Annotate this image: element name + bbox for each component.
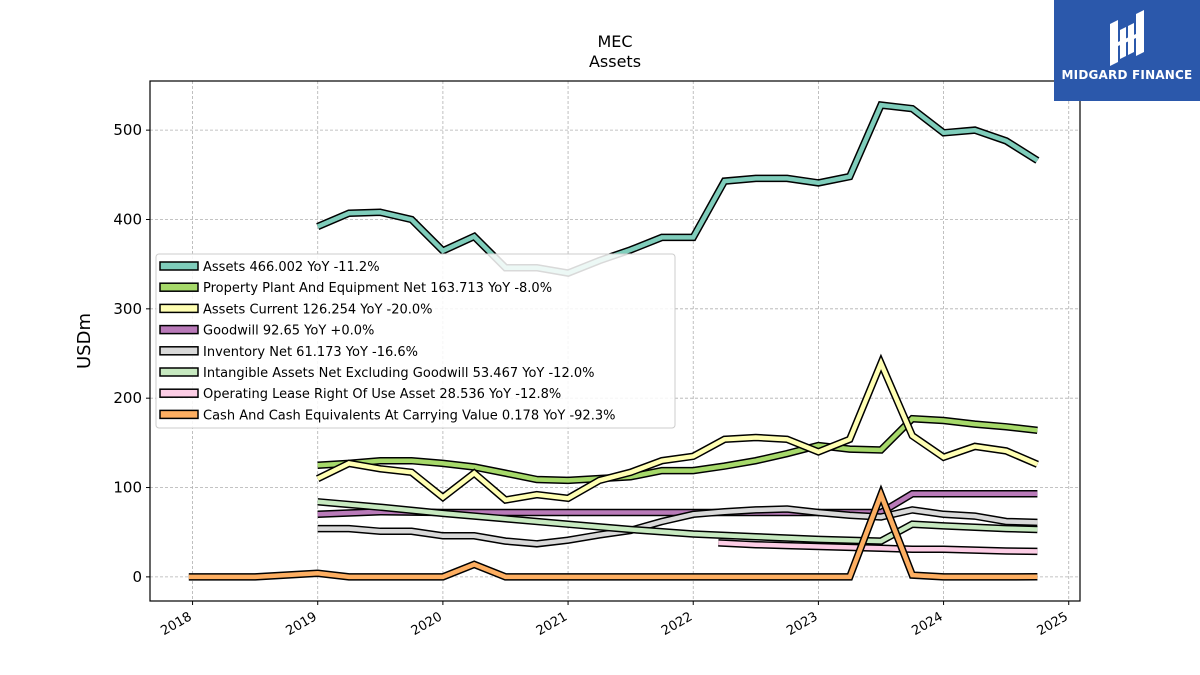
y-tick-label: 100 — [113, 479, 142, 497]
legend: Assets 466.002 YoY -11.2% Property Plant … — [155, 253, 676, 429]
legend-swatch — [159, 324, 199, 335]
legend-swatch — [159, 367, 199, 377]
series-line-7 — [188, 484, 1038, 581]
chart-subtitle: Assets — [588, 52, 642, 71]
y-tick-label: 500 — [113, 121, 142, 139]
series-fill — [188, 488, 1038, 580]
series-fill — [316, 357, 1039, 503]
midgard-finance-logo: MIDGARD FINANCE — [1054, 0, 1200, 101]
legend-swatch — [159, 303, 199, 314]
x-tick-label: 2022 — [659, 609, 695, 639]
x-tick-label: 2019 — [284, 609, 320, 639]
series-fill — [317, 499, 1038, 544]
legend-swatch — [159, 261, 199, 271]
logo-mark-icon — [1110, 10, 1144, 66]
series-line-1 — [317, 414, 1038, 485]
series-line-4 — [317, 505, 1038, 548]
legend-label: Operating Lease Right Of Use Asset 28.53… — [203, 387, 561, 402]
series-line-2 — [316, 353, 1039, 504]
legend-label: Cash And Cash Equivalents At Carrying Va… — [203, 408, 615, 423]
plot-frame — [149, 80, 1081, 602]
y-tick-label: 300 — [113, 300, 142, 318]
x-tick-label: 2018 — [158, 609, 194, 639]
legend-swatch — [159, 282, 199, 292]
series-line-6 — [718, 539, 1038, 556]
legend-label: Intangible Assets Net Excluding Goodwill… — [203, 366, 594, 381]
series-fill — [718, 540, 1038, 554]
series-line-5 — [317, 498, 1038, 545]
legend-label: Property Plant And Equipment Net 163.713… — [203, 281, 552, 296]
series-fill — [317, 506, 1038, 547]
series-fill — [317, 416, 1038, 483]
x-tick-label: 2020 — [409, 609, 445, 639]
y-tick-label: 400 — [113, 210, 142, 228]
series-line-0 — [316, 101, 1040, 277]
y-axis-label: USDm — [74, 313, 95, 369]
series-fill — [316, 102, 1039, 276]
legend-box — [155, 253, 676, 429]
x-tick-label: 2021 — [534, 609, 570, 639]
legend-label: Assets Current 126.254 YoY -20.0% — [203, 302, 433, 317]
y-tick-label: 200 — [113, 389, 142, 407]
x-tick-label: 2023 — [784, 609, 820, 639]
logo-text: MIDGARD FINANCE — [1061, 68, 1193, 82]
legend-label: Assets 466.002 YoY -11.2% — [203, 260, 380, 275]
x-tick-label: 2024 — [909, 609, 945, 639]
y-tick-label: 0 — [132, 568, 142, 586]
legend-swatch — [159, 346, 199, 356]
legend-label: Goodwill 92.65 YoY +0.0% — [203, 324, 374, 339]
legend-label: Inventory Net 61.173 YoY -16.6% — [203, 345, 418, 360]
chart-title: MEC — [597, 32, 633, 51]
legend-swatch — [159, 409, 199, 420]
x-tick-label: 2025 — [1035, 609, 1071, 639]
legend-swatch — [159, 388, 199, 398]
